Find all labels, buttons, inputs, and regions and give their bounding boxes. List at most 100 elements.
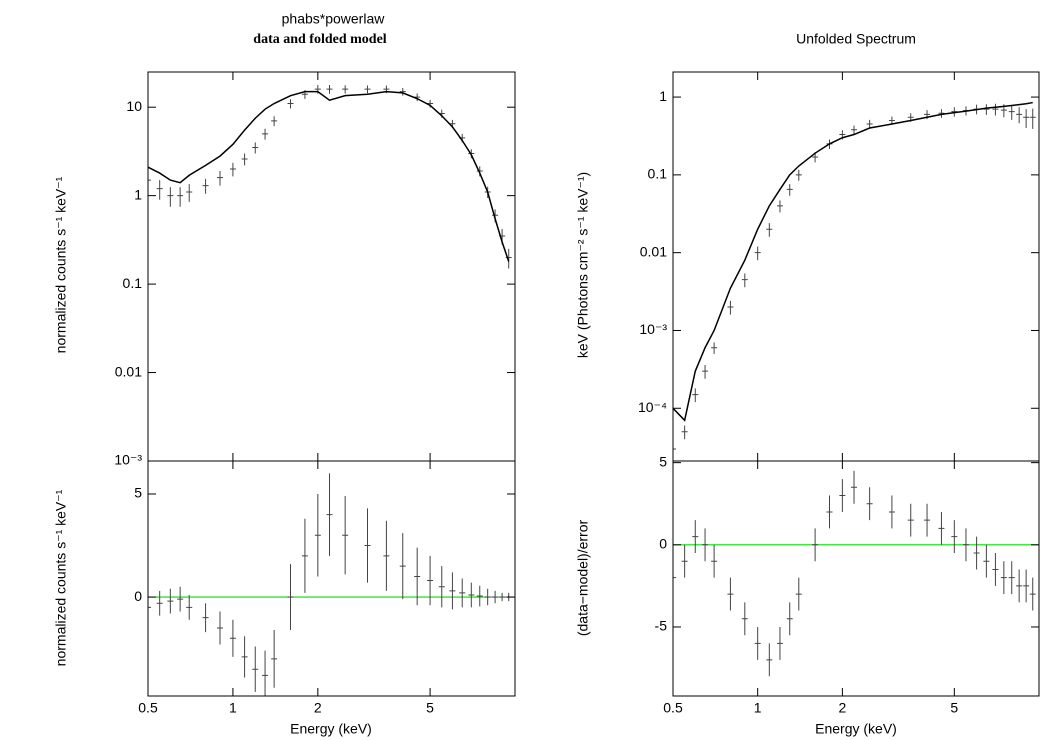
y-tick-label: 10⁻⁴ [638,399,667,415]
error-bar [287,564,294,631]
y-tick-label: 5 [659,453,667,469]
y-tick-label: 0.1 [123,275,143,291]
error-bar [795,169,802,181]
frame [147,71,516,462]
error-bar [711,342,718,354]
error-bar [449,572,456,610]
error-bar [314,493,321,577]
error-bar [673,439,676,461]
error-bar [156,180,163,200]
error-bar [1023,569,1030,603]
error-bar [427,555,434,606]
error-bar [217,170,224,186]
error-bar [167,588,174,614]
plot-area [673,470,1039,677]
error-bar [241,153,248,166]
error-bar [252,142,259,154]
error-bar [271,630,278,688]
error-bar [983,544,990,578]
error-bar [826,495,833,529]
error-bar [924,503,931,537]
error-bar [851,470,858,504]
error-bar [951,520,958,554]
error-bar [992,553,999,586]
error-bar [681,544,688,578]
error-bar [342,496,349,575]
error-bar [962,528,969,562]
y-axis-label: keV (Photons cm⁻² s⁻¹ keV⁻¹) [575,172,591,358]
error-bar [476,585,483,607]
error-bar [287,99,294,109]
x-tick-label: 2 [314,700,322,716]
y-tick-label: 10⁻³ [114,452,142,468]
error-bar [1029,577,1036,611]
error-bar [459,578,466,608]
error-bar [414,547,421,606]
plot-area [673,101,1036,461]
error-bar [973,536,980,570]
error-bar [271,116,278,127]
error-bar [148,594,151,620]
error-bar [938,109,945,118]
chart-subtitle: data and folded model [253,32,387,47]
error-bar [399,87,406,96]
error-bar [983,104,990,115]
frame [147,460,516,697]
error-bar [342,85,349,94]
frame [672,71,1040,462]
x-axis-label: Energy (keV) [290,721,372,737]
y-tick-label: 10⁻³ [639,321,667,337]
error-bar [262,650,269,696]
x-tick-label: 5 [950,700,958,716]
error-bar [992,103,999,116]
y-tick-label: 0 [659,536,667,552]
frame [672,460,1040,697]
x-axis-label: Energy (keV) [815,721,897,737]
error-bar [1008,105,1015,120]
error-bar [1029,108,1036,129]
error-bar [484,588,491,606]
error-bar [866,487,873,521]
y-tick-label: 0.01 [115,363,142,379]
error-bar [851,125,858,135]
error-bar [326,473,333,556]
y-tick-label: 1 [659,88,667,104]
error-bar [812,528,819,562]
error-bar [839,479,846,512]
error-bar [383,520,390,591]
error-bar [399,533,406,600]
error-bar [217,611,224,645]
y-axis-label: (data−model)/error [575,519,591,636]
error-bar [786,184,793,196]
error-bar [692,520,699,554]
x-tick-label: 1 [229,700,237,716]
error-bar [202,603,209,633]
x-tick-label: 0.5 [138,700,158,716]
y-tick-label: 10 [126,98,142,114]
error-bar [754,246,761,261]
error-bar [938,511,945,545]
plot-area [148,85,512,269]
model-line [148,90,510,262]
error-bar [499,592,506,602]
y-tick-label: 0.01 [640,243,667,259]
error-bar [1008,561,1015,595]
error-bar [364,508,371,583]
error-bar [1000,561,1007,595]
y-tick-label: 0 [134,588,142,604]
x-tick-label: 0.5 [663,700,683,716]
error-bar [148,170,151,192]
y-tick-label: 1 [134,186,142,202]
error-bar [766,223,773,237]
error-bar [741,602,748,636]
error-bar [252,646,259,692]
error-bar [727,300,734,315]
y-tick-label: 5 [134,485,142,501]
error-bar [907,503,914,537]
error-bar [673,561,676,595]
error-bar [186,184,193,202]
chart-title: phabs*powerlaw [282,11,386,27]
error-bar [186,594,193,620]
y-axis-label: normalized counts s⁻¹ keV⁻¹ [53,489,69,666]
